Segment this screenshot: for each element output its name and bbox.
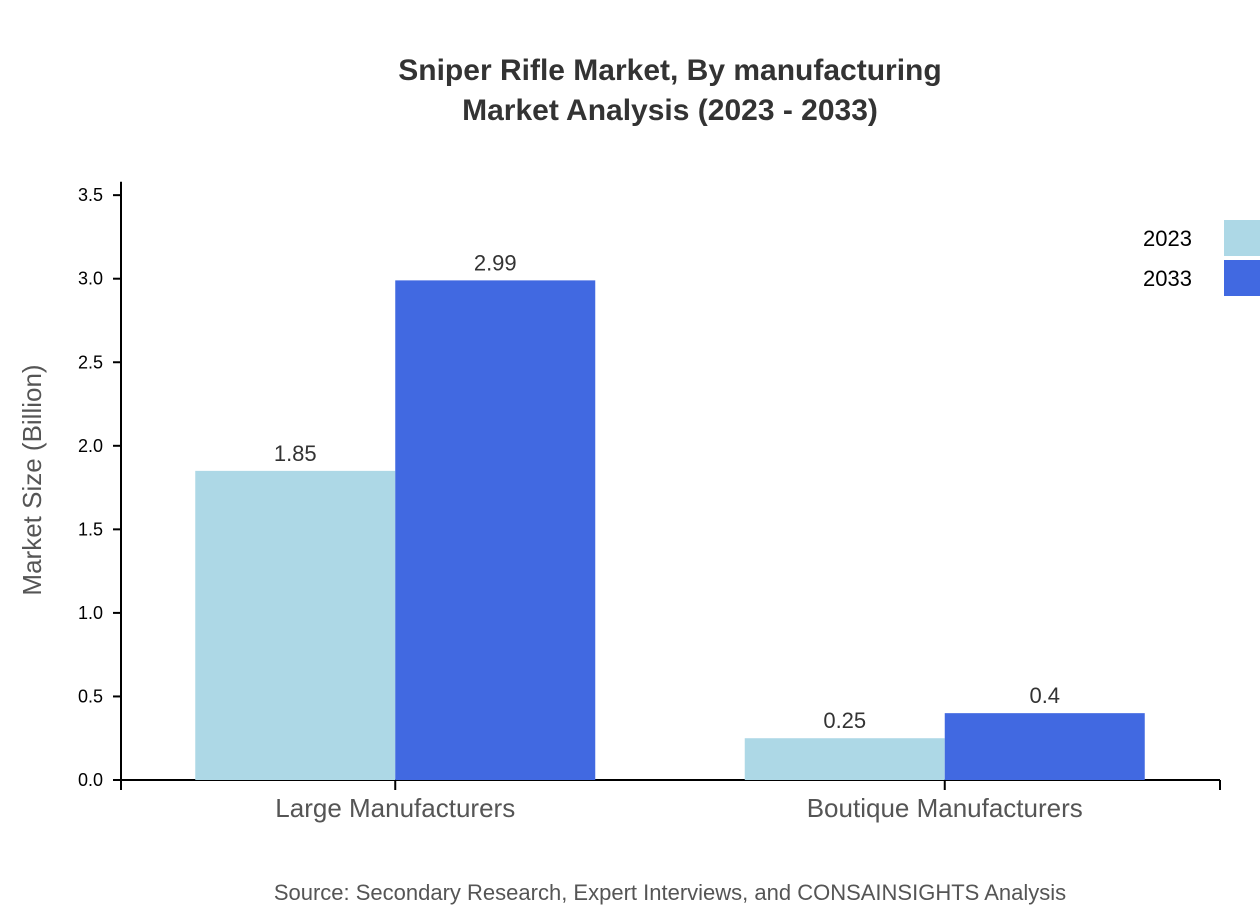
legend: 2023 2033 bbox=[1143, 220, 1260, 296]
y-axis: 0.0 0.5 1.0 1.5 2.0 2.5 3.0 3.5 bbox=[78, 181, 122, 790]
data-label: 0.4 bbox=[1029, 683, 1060, 708]
source-note: Source: Secondary Research, Expert Inter… bbox=[274, 880, 1066, 905]
y-tick-label: 1.0 bbox=[78, 603, 103, 623]
bars: 1.85 2.99 0.25 0.4 bbox=[195, 250, 1145, 780]
y-tick-label: 0.5 bbox=[78, 686, 103, 706]
data-label: 0.25 bbox=[823, 708, 866, 733]
y-tick-label: 1.5 bbox=[78, 519, 103, 539]
y-axis-label: Market Size (Billion) bbox=[17, 364, 47, 595]
chart-title-line2: Market Analysis (2023 - 2033) bbox=[462, 94, 878, 127]
legend-label: 2033 bbox=[1143, 266, 1192, 291]
legend-label: 2023 bbox=[1143, 226, 1192, 251]
bar-2033-1 bbox=[944, 713, 1145, 780]
legend-swatch bbox=[1224, 220, 1260, 256]
x-tick-label: Large Manufacturers bbox=[275, 793, 515, 823]
y-tick-label: 2.0 bbox=[78, 436, 103, 456]
x-axis: Large Manufacturers Boutique Manufacturer… bbox=[120, 779, 1221, 823]
chart-title-line1: Sniper Rifle Market, By manufacturing bbox=[398, 54, 941, 87]
y-tick-label: 3.0 bbox=[78, 269, 103, 289]
bar-2023-0 bbox=[195, 470, 396, 780]
data-label: 1.85 bbox=[274, 441, 317, 466]
y-tick-label: 2.5 bbox=[78, 352, 103, 372]
y-tick-label: 3.5 bbox=[78, 185, 103, 205]
x-tick-label: Boutique Manufacturers bbox=[807, 793, 1083, 823]
bar-2023-1 bbox=[744, 738, 945, 780]
y-tick-label: 0.0 bbox=[78, 770, 103, 790]
bar-2033-0 bbox=[395, 280, 596, 780]
data-label: 2.99 bbox=[474, 250, 517, 275]
legend-swatch bbox=[1224, 260, 1260, 296]
